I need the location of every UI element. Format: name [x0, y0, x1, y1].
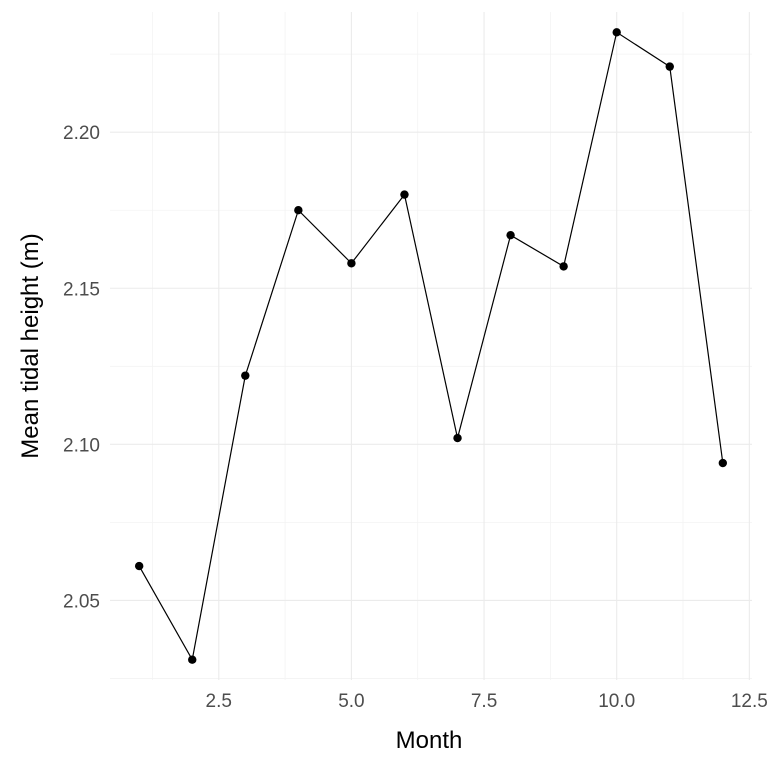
y-axis-ticks: 2.05 2.10 2.15 2.20 [63, 123, 100, 612]
data-point [559, 262, 568, 271]
data-point [453, 433, 462, 443]
data-point [612, 28, 621, 37]
data-point [718, 458, 728, 468]
data-point [665, 62, 674, 71]
data-point [188, 655, 197, 664]
y-tick-label: 2.10 [63, 435, 100, 456]
data-point [347, 259, 356, 268]
series-line [138, 31, 724, 662]
data-point [400, 190, 409, 199]
y-axis-title: Mean tidal height (m) [17, 233, 44, 458]
data-point [134, 561, 144, 571]
y-tick-label: 2.15 [63, 279, 100, 300]
x-tick-label: 7.5 [471, 691, 497, 712]
x-axis-ticks: 2.5 5.0 7.5 10.0 12.5 [206, 691, 768, 712]
y-tick-label: 2.20 [63, 123, 100, 144]
x-tick-label: 2.5 [206, 691, 232, 712]
x-tick-label: 10.0 [598, 691, 635, 712]
data-point [241, 371, 250, 380]
x-tick-label: 5.0 [338, 691, 364, 712]
data-point [294, 206, 303, 215]
x-axis-title: Month [396, 727, 463, 754]
y-tick-label: 2.05 [63, 591, 100, 612]
grid [110, 12, 752, 680]
data-point [506, 230, 515, 240]
x-tick-label: 12.5 [731, 691, 768, 712]
data-series [134, 28, 728, 664]
